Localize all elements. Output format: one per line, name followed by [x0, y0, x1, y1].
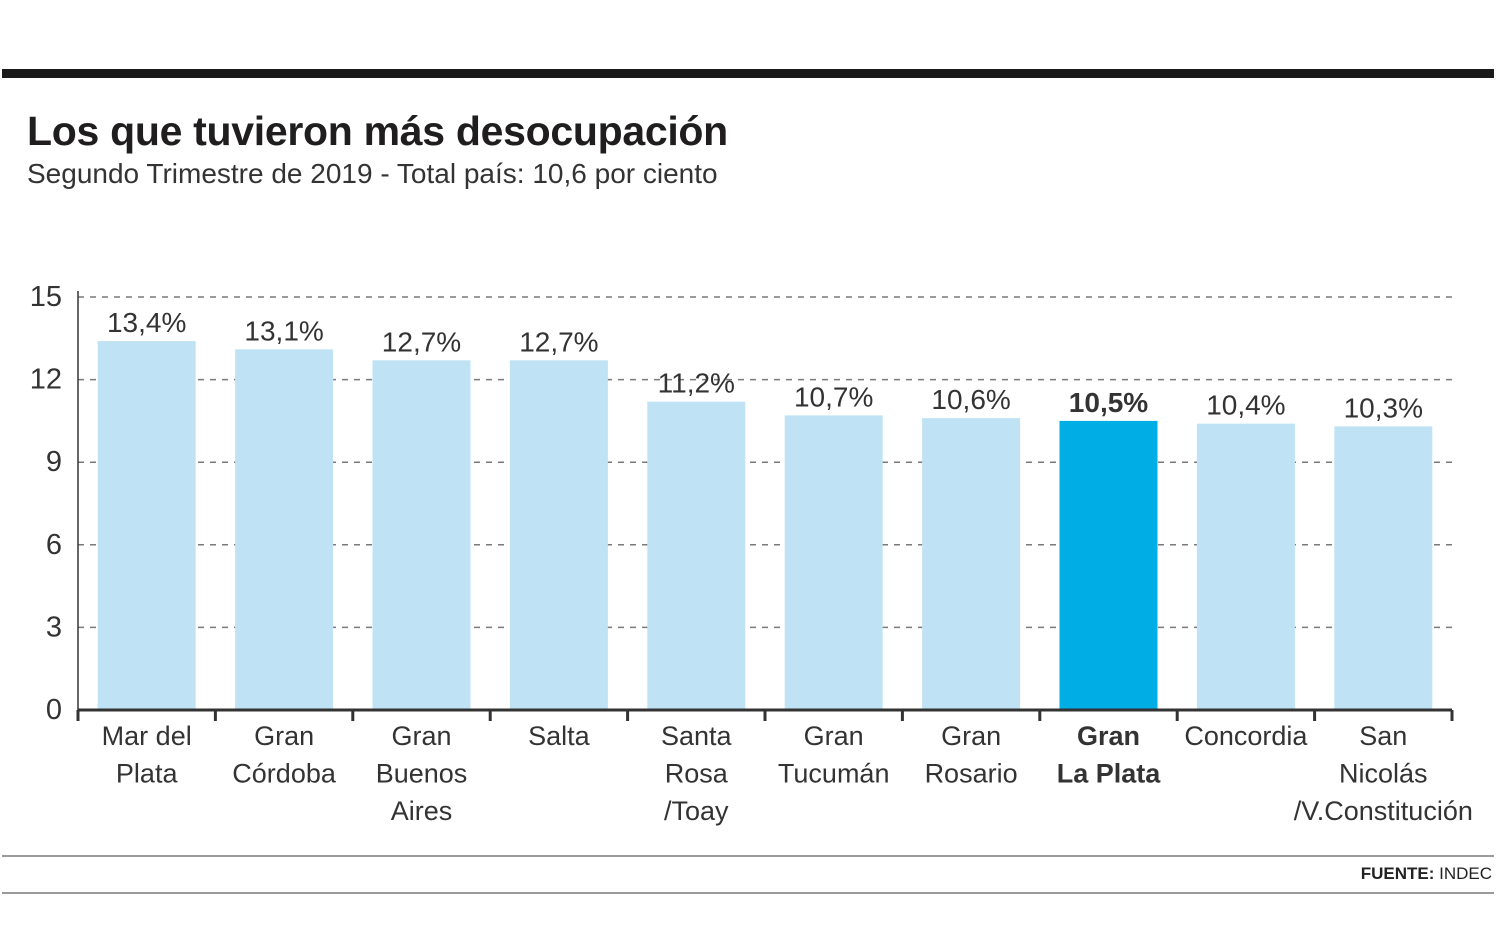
x-tick-label: Gran Tucumán — [778, 721, 890, 789]
footer-rule-bottom — [2, 892, 1494, 894]
bar — [97, 341, 196, 710]
bar — [1196, 423, 1295, 710]
data-label: 10,5% — [1069, 387, 1148, 418]
y-tick-label: 15 — [30, 281, 62, 313]
data-label: 13,4% — [107, 307, 186, 338]
source-value: INDEC — [1439, 864, 1492, 883]
y-tick-label: 0 — [46, 694, 62, 726]
y-tick-label: 12 — [30, 364, 62, 396]
bar — [1334, 426, 1433, 710]
data-label: 12,7% — [382, 326, 461, 357]
y-tick-label: 3 — [46, 611, 62, 643]
x-tick-label: Gran Rosario — [925, 721, 1018, 789]
bar — [509, 360, 608, 710]
data-label: 10,3% — [1344, 392, 1423, 423]
bar-chart: 0 3 6 9 12 15 13,4% 13,1% 12,7% 12,7% 11,2% 10,7% 10… — [30, 281, 1473, 826]
bar-highlight — [1059, 420, 1158, 710]
chart-subtitle: Segundo Trimestre de 2019 - Total país: … — [27, 158, 718, 189]
x-tick-label: Salta — [528, 721, 591, 751]
data-label: 12,7% — [519, 326, 598, 357]
top-rule — [2, 69, 1494, 78]
x-tick-label: Gran Córdoba — [232, 721, 337, 789]
bar — [372, 360, 471, 710]
bar — [784, 415, 883, 710]
data-label: 10,6% — [931, 384, 1010, 415]
bar — [235, 349, 334, 710]
data-label: 10,7% — [794, 381, 873, 412]
bar — [922, 418, 1021, 710]
y-tick-label: 9 — [46, 446, 62, 478]
x-tick-label: Gran Buenos Aires — [376, 721, 468, 826]
x-tick-label: San Nicolás/V.Constitución — [1294, 721, 1473, 826]
data-label: 10,4% — [1206, 390, 1285, 421]
footer-rule-top — [2, 855, 1494, 857]
y-tick-label: 6 — [46, 529, 62, 561]
chart-title: Los que tuvieron más desocupación — [27, 108, 728, 154]
data-label: 13,1% — [244, 315, 323, 346]
source-label: FUENTE: — [1360, 864, 1435, 883]
bar — [647, 401, 746, 710]
x-tick-label: Santa Rosa/Toay — [661, 721, 733, 826]
x-tick-label: Concordia — [1184, 721, 1308, 751]
x-tick-label: Mar del Plata — [102, 721, 192, 789]
data-label: 11,2% — [658, 368, 735, 399]
source-note: FUENTE: INDEC — [1361, 864, 1492, 884]
x-tick-label: Gran La Plata — [1057, 721, 1162, 789]
